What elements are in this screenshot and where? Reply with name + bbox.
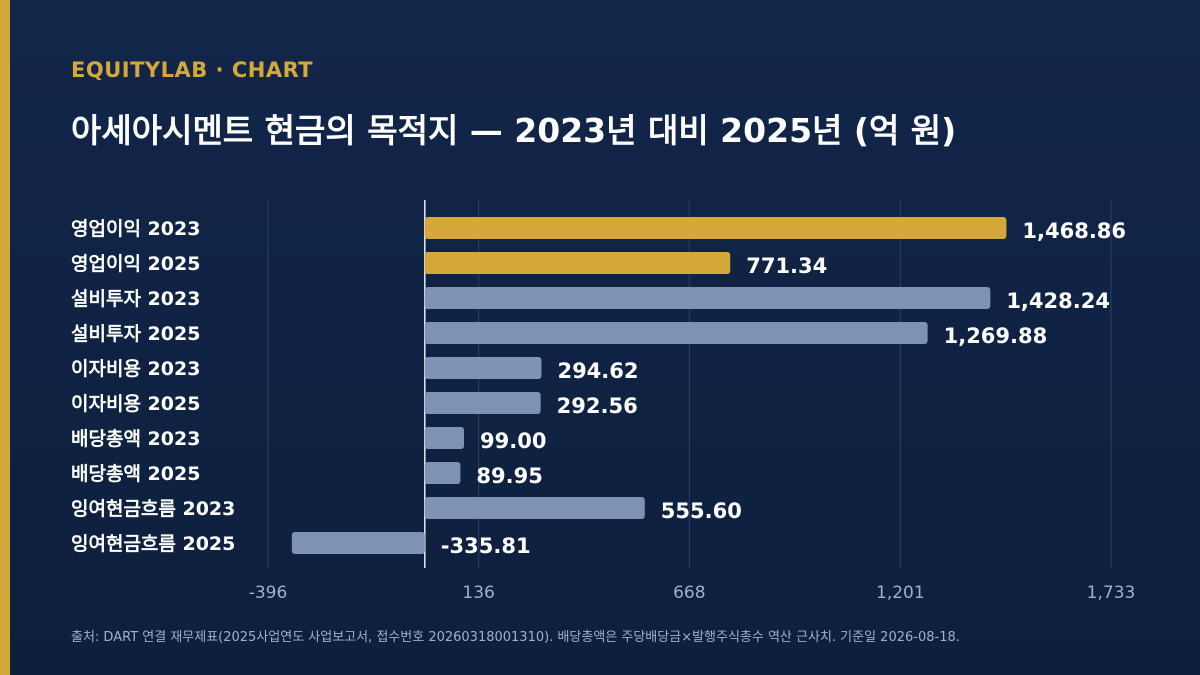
- value-label: 1,428.24: [1006, 289, 1110, 313]
- category-label: 영업이익 2025: [71, 253, 200, 275]
- bar: [424, 252, 731, 274]
- category-label: 배당총액 2025: [71, 463, 200, 485]
- x-tick-label: 136: [462, 583, 494, 603]
- bar: [424, 462, 461, 484]
- source-note: 출처: DART 연결 재무제표(2025사업연도 사업보고서, 접수번호 20…: [71, 630, 960, 645]
- category-label: 잉여현금흐름 2023: [71, 498, 235, 520]
- bar: [424, 217, 1007, 239]
- category-label: 이자비용 2025: [71, 393, 200, 415]
- category-label: 설비투자 2023: [71, 288, 200, 310]
- bar: [424, 322, 928, 344]
- chart-title: 아세아시멘트 현금의 목적지 — 2023년 대비 2025년 (억 원): [71, 111, 957, 150]
- category-label: 잉여현금흐름 2025: [71, 533, 235, 555]
- x-tick-label: 668: [673, 583, 705, 603]
- category-label: 이자비용 2023: [71, 358, 200, 380]
- category-label: 영업이익 2023: [71, 218, 200, 240]
- x-tick-label: 1,201: [876, 583, 925, 603]
- value-label: 89.95: [476, 464, 542, 488]
- bar: [291, 532, 425, 554]
- bar: [424, 392, 541, 414]
- x-tick-label: -396: [249, 583, 288, 603]
- value-label: 99.00: [480, 429, 546, 453]
- bar: [424, 287, 991, 309]
- value-label: -335.81: [441, 534, 531, 558]
- value-label: 294.62: [557, 359, 638, 383]
- value-label: 555.60: [661, 499, 742, 523]
- category-label: 설비투자 2025: [71, 323, 200, 345]
- accent-bar: [0, 0, 10, 675]
- x-tick-label: 1,733: [1087, 583, 1136, 603]
- bar: [424, 497, 645, 519]
- brand-label: EQUITYLAB · CHART: [71, 58, 314, 82]
- value-label: 1,269.88: [944, 324, 1048, 348]
- bar: [424, 357, 542, 379]
- value-label: 292.56: [557, 394, 638, 418]
- category-label: 배당총액 2023: [71, 428, 200, 450]
- value-label: 1,468.86: [1022, 219, 1126, 243]
- bar: [424, 427, 465, 449]
- value-label: 771.34: [746, 254, 827, 278]
